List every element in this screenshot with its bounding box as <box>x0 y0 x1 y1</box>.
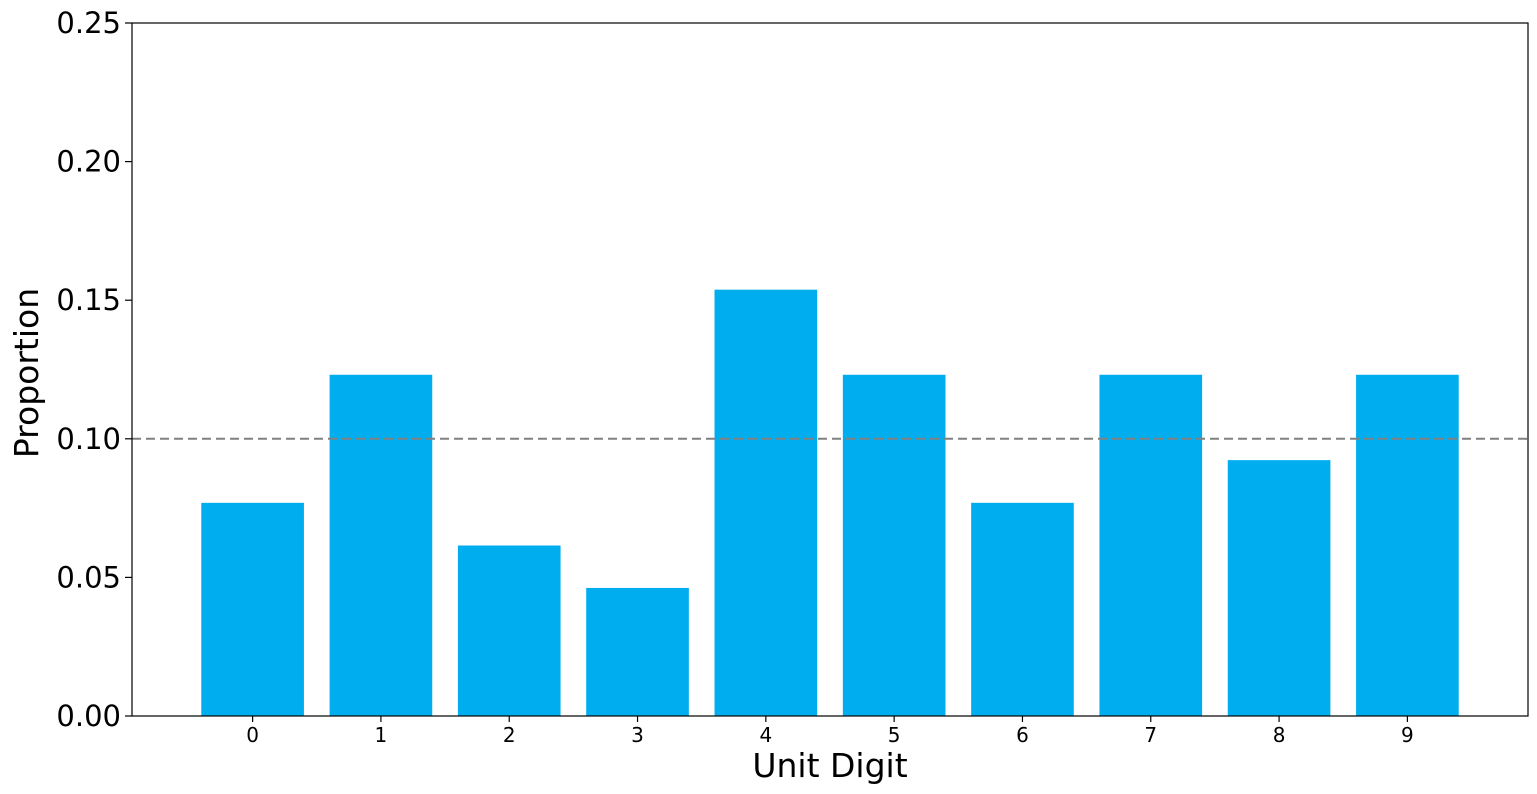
bar-5 <box>842 374 946 716</box>
x-tick-label: 8 <box>1273 723 1286 747</box>
bars-group <box>201 289 1459 716</box>
y-tick-label: 0.25 <box>56 6 121 40</box>
x-tick-label: 4 <box>759 723 772 747</box>
bar-1 <box>329 374 433 716</box>
x-axis-label: Unit Digit <box>752 746 907 785</box>
bar-8 <box>1227 460 1331 716</box>
x-tick-label: 1 <box>375 723 388 747</box>
bar-3 <box>586 587 689 716</box>
x-tick-label: 0 <box>246 723 259 747</box>
x-tick-label: 9 <box>1401 723 1414 747</box>
y-axis-ticks: 0.00 0.05 0.10 0.15 0.20 0.25 <box>56 6 132 733</box>
plot-area-frame <box>131 22 1529 717</box>
bar-7 <box>1099 374 1203 716</box>
y-tick-label: 0.15 <box>56 283 121 317</box>
x-tick-label: 7 <box>1144 723 1157 747</box>
bar-4 <box>714 289 818 716</box>
x-axis-ticks: 0 1 2 3 4 5 6 7 8 9 <box>246 716 1414 747</box>
y-axis-label: Proportion <box>7 288 46 458</box>
bar-0 <box>201 502 304 716</box>
x-tick-label: 3 <box>631 723 644 747</box>
x-tick-label: 6 <box>1016 723 1029 747</box>
y-tick-label: 0.00 <box>56 699 121 733</box>
y-tick-label: 0.20 <box>56 145 121 179</box>
y-tick-label: 0.05 <box>56 560 121 594</box>
x-tick-label: 5 <box>888 723 901 747</box>
bar-9 <box>1356 374 1459 716</box>
y-tick-label: 0.10 <box>56 422 121 456</box>
bar-2 <box>457 545 561 716</box>
x-tick-label: 2 <box>503 723 516 747</box>
bar-6 <box>971 502 1074 716</box>
